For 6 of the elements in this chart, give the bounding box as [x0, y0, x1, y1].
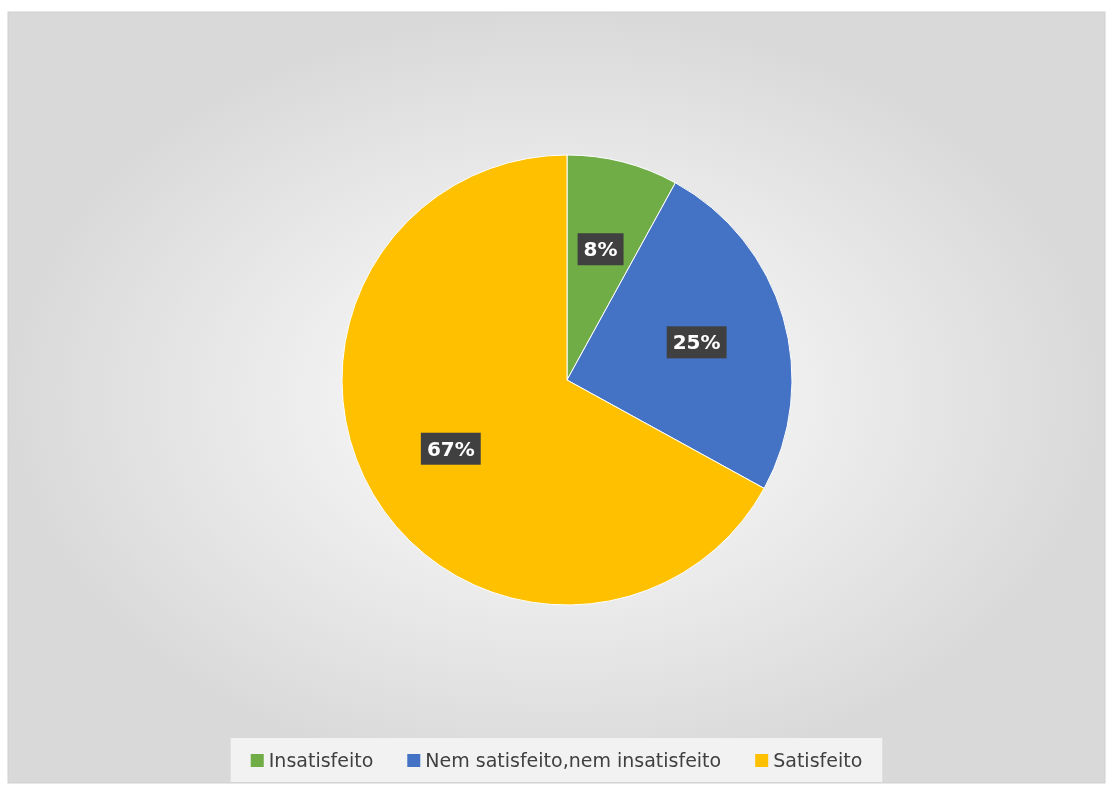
data-label: 25% [672, 330, 721, 355]
data-label: 67% [426, 436, 475, 461]
legend-label: Satisfeito [773, 749, 863, 771]
legend-label: Nem satisfeito,nem insatisfeito [425, 749, 722, 771]
legend-label: Insatisfeito [268, 749, 374, 771]
data-label: 8% [583, 237, 618, 262]
